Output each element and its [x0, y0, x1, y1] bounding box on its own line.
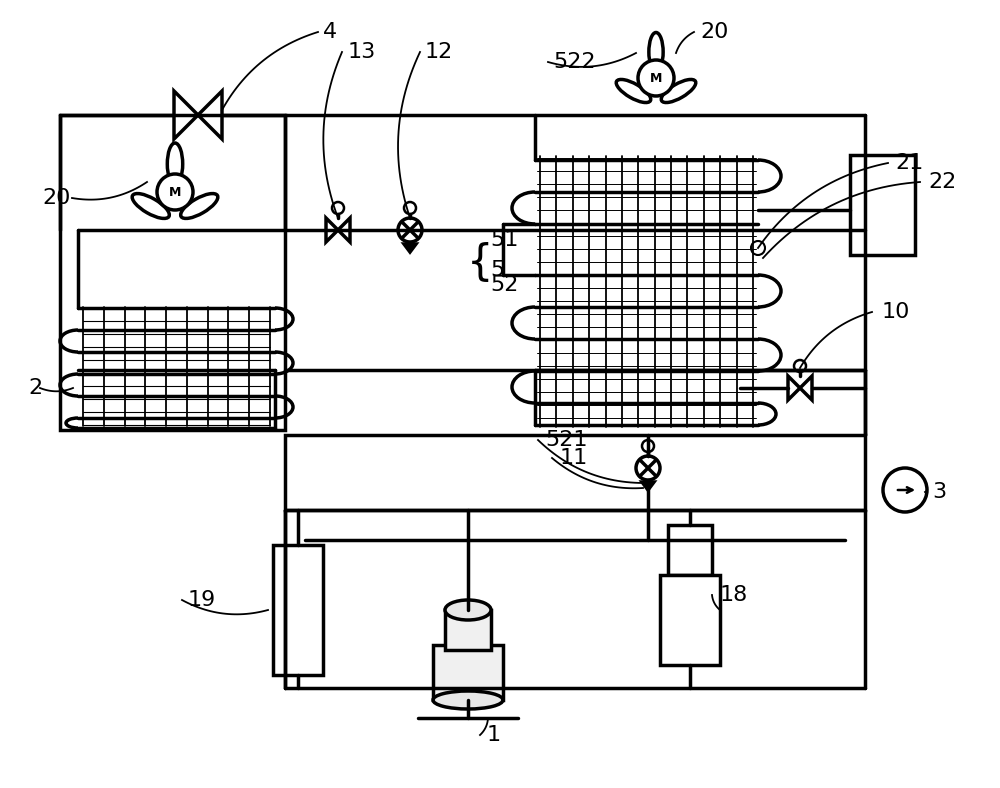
Text: 18: 18 — [720, 585, 748, 605]
Polygon shape — [404, 244, 416, 252]
Text: 4: 4 — [323, 22, 337, 42]
Text: 11: 11 — [560, 448, 588, 468]
Bar — [445, 610, 491, 650]
Text: 19: 19 — [188, 590, 216, 610]
Text: 12: 12 — [425, 42, 453, 62]
Bar — [285, 435, 865, 510]
Ellipse shape — [132, 194, 169, 218]
Text: 5: 5 — [490, 260, 504, 280]
Circle shape — [404, 202, 416, 214]
Circle shape — [636, 456, 660, 480]
Text: 22: 22 — [928, 172, 956, 192]
Text: 2: 2 — [28, 378, 42, 398]
Bar — [433, 645, 503, 700]
Polygon shape — [198, 91, 222, 139]
Bar — [60, 115, 285, 430]
Circle shape — [398, 218, 422, 242]
Bar — [273, 545, 323, 675]
Circle shape — [794, 360, 806, 372]
Text: 51: 51 — [490, 230, 518, 250]
Polygon shape — [642, 482, 654, 490]
Text: 522: 522 — [553, 52, 596, 72]
Polygon shape — [326, 218, 338, 242]
Ellipse shape — [616, 80, 651, 102]
Text: 20: 20 — [42, 188, 70, 208]
Ellipse shape — [445, 600, 491, 620]
Text: 21: 21 — [895, 153, 923, 173]
Circle shape — [157, 174, 193, 210]
Polygon shape — [800, 376, 812, 400]
Circle shape — [332, 202, 344, 214]
Text: 10: 10 — [882, 302, 910, 322]
Bar — [668, 525, 712, 575]
Bar — [660, 575, 720, 665]
Ellipse shape — [661, 80, 696, 102]
Text: 52: 52 — [490, 275, 518, 295]
Polygon shape — [338, 218, 350, 242]
Text: 521: 521 — [545, 430, 588, 450]
Ellipse shape — [181, 194, 218, 218]
Text: {: { — [467, 242, 493, 284]
Text: 3: 3 — [932, 482, 946, 502]
Text: M: M — [650, 72, 662, 84]
Circle shape — [638, 60, 674, 96]
Text: 20: 20 — [700, 22, 728, 42]
Circle shape — [751, 241, 765, 255]
Text: 1: 1 — [487, 725, 501, 745]
Ellipse shape — [167, 143, 183, 185]
Ellipse shape — [649, 32, 663, 72]
Ellipse shape — [433, 691, 503, 709]
Text: M: M — [169, 185, 181, 199]
Polygon shape — [174, 91, 198, 139]
Circle shape — [642, 440, 654, 452]
Bar — [850, 155, 915, 255]
Text: 13: 13 — [348, 42, 376, 62]
Circle shape — [883, 468, 927, 512]
Polygon shape — [788, 376, 800, 400]
